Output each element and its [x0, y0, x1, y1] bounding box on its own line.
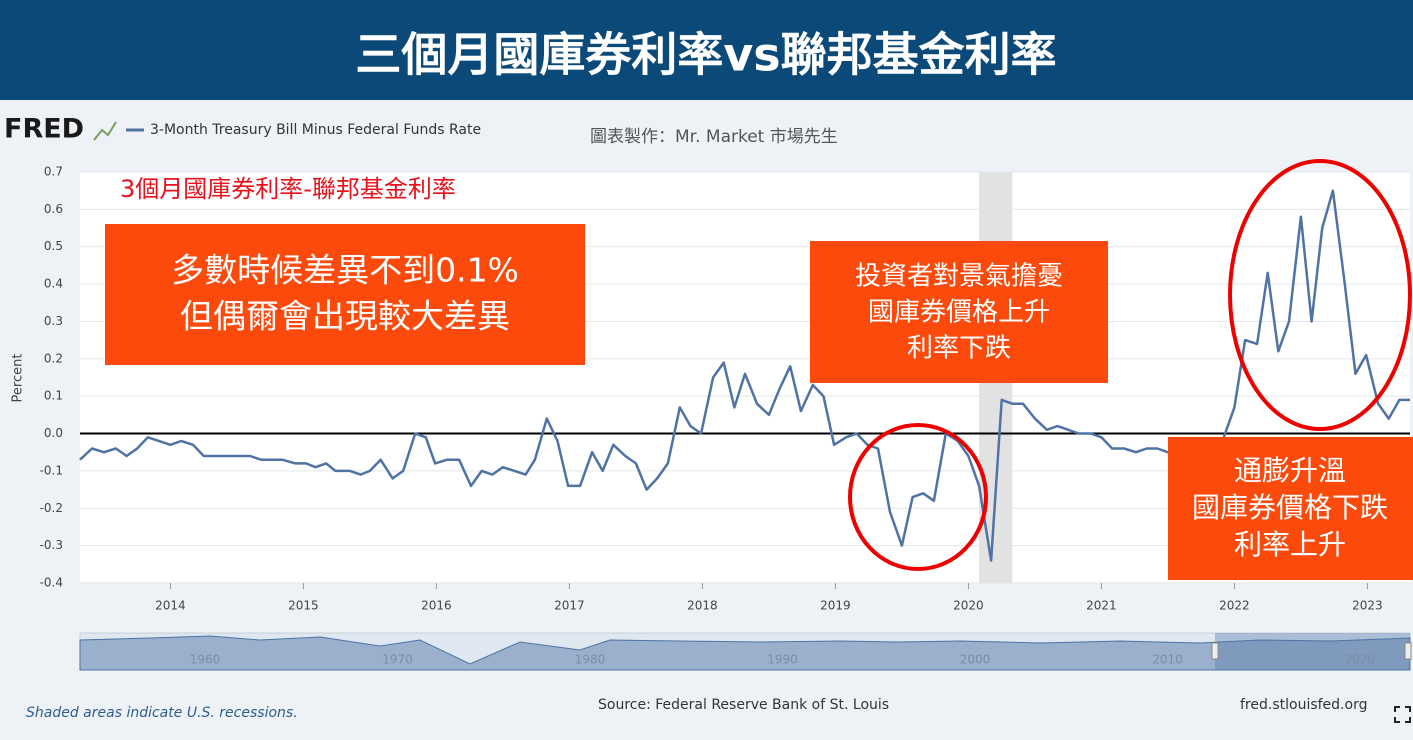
navigator-handle[interactable]	[1404, 642, 1412, 660]
navigator-selection	[1215, 633, 1410, 670]
credit: 圖表製作：Mr. Market 市場先生	[590, 127, 838, 147]
annotation-text: 通膨升溫	[1234, 454, 1346, 487]
annotation-box	[810, 241, 1108, 383]
annotation-red: 3個月國庫券利率-聯邦基金利率	[120, 175, 456, 203]
highlight-circle	[848, 423, 988, 571]
navigator-label: 2020	[1345, 653, 1376, 667]
fred-logo: FRED	[4, 114, 84, 145]
x-tick-label: 2023	[1352, 599, 1383, 613]
recession-note: Shaded areas indicate U.S. recessions.	[26, 705, 298, 721]
highlight-circle	[1228, 159, 1412, 431]
navigator-handle[interactable]	[1211, 642, 1219, 660]
navigator-label: 1990	[767, 653, 798, 667]
annotation-text: 國庫券價格上升	[868, 298, 1050, 328]
y-tick-label: 0.1	[44, 389, 63, 403]
x-tick-label: 2017	[554, 599, 585, 613]
navigator-labels: 1960 1970 1980 1990 2000 2010 2020	[190, 653, 1376, 667]
y-tick-label: -0.3	[40, 538, 63, 552]
x-tick-label: 2020	[953, 599, 984, 613]
navigator-label: 1960	[190, 653, 221, 667]
y-tick-label: -0.2	[40, 501, 63, 515]
title-banner	[0, 0, 1413, 100]
x-tick-label: 2014	[155, 599, 186, 613]
site: fred.stlouisfed.org	[1240, 697, 1367, 713]
annotation-box	[1168, 437, 1413, 580]
annotation-text: 利率下跌	[907, 334, 1011, 364]
x-tick-label: 2022	[1219, 599, 1250, 613]
x-tick-label: 2016	[421, 599, 452, 613]
annotation-text: 多數時候差異不到0.1%	[171, 251, 519, 290]
plot: 0.7 0.6 0.5 0.4 0.3 0.2 0.1 0.0 -0.1 -0.2 -0.3 -0.4…	[40, 165, 1410, 613]
annotation-text: 利率上升	[1234, 528, 1346, 561]
annotation-texts: 多數時候差異不到0.1% 但偶爾會出現較大差異 投資者對景氣擔憂國庫券價格上升利率下…	[171, 251, 1388, 562]
y-tick-label: -0.4	[40, 576, 63, 590]
page-title: 三個月國庫券利率vs聯邦基金利率	[355, 28, 1056, 82]
x-tick-label: 2019	[820, 599, 851, 613]
x-tick-label: 2015	[288, 599, 319, 613]
y-tick-label: -0.1	[40, 463, 63, 477]
y-tick-label: 0.4	[44, 277, 63, 291]
y-tick-label: 0.7	[44, 165, 63, 179]
y-tick-label: 0.5	[44, 239, 63, 253]
annotation-text: 投資者對景氣擔憂	[855, 262, 1063, 292]
y-tick-label: 0.0	[44, 426, 63, 440]
fullscreen-icon[interactable]	[1394, 706, 1411, 723]
navigator-label: 1970	[382, 653, 413, 667]
y-tick-label: 0.6	[44, 202, 63, 216]
annotation-text: 但偶爾會出現較大差異	[180, 297, 510, 336]
annotation-text: 國庫券價格下跌	[1192, 491, 1388, 524]
annotation-box	[105, 224, 585, 365]
navigator-series	[79, 635, 1411, 671]
legend-label: 3-Month Treasury Bill Minus Federal Fund…	[150, 122, 481, 138]
source: Source: Federal Reserve Bank of St. Loui…	[598, 697, 889, 713]
y-axis-label: Percent	[11, 354, 26, 403]
fred-icon	[93, 121, 117, 141]
x-tick-label: 2021	[1086, 599, 1117, 613]
navigator-label: 1980	[575, 653, 606, 667]
y-tick-label: 0.2	[44, 351, 63, 365]
navigator-label: 2010	[1152, 653, 1183, 667]
navigator-label: 2000	[960, 653, 991, 667]
x-tick-label: 2018	[687, 599, 718, 613]
y-tick-label: 0.3	[44, 314, 63, 328]
